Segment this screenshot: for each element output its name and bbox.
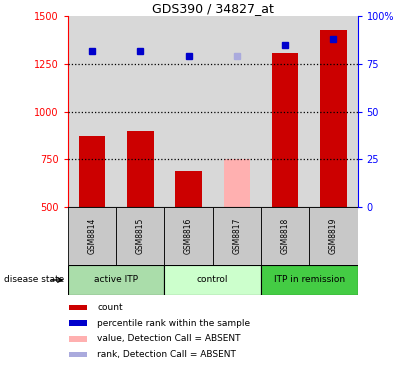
- Title: GDS390 / 34827_at: GDS390 / 34827_at: [152, 2, 274, 15]
- Text: disease state: disease state: [4, 276, 65, 284]
- Bar: [213, 207, 261, 265]
- Bar: [175, 171, 202, 207]
- Bar: [272, 53, 298, 207]
- Bar: [164, 207, 213, 265]
- Text: value, Detection Call = ABSENT: value, Detection Call = ABSENT: [97, 335, 241, 343]
- Bar: [69, 320, 87, 326]
- Bar: [224, 159, 250, 207]
- Bar: [261, 265, 358, 295]
- Text: GSM8814: GSM8814: [88, 218, 97, 254]
- Text: GSM8816: GSM8816: [184, 218, 193, 254]
- Text: ITP in remission: ITP in remission: [274, 276, 345, 284]
- Text: GSM8818: GSM8818: [281, 218, 290, 254]
- Bar: [79, 137, 105, 207]
- Text: rank, Detection Call = ABSENT: rank, Detection Call = ABSENT: [97, 350, 236, 359]
- Text: GSM8815: GSM8815: [136, 218, 145, 254]
- Bar: [69, 305, 87, 310]
- Bar: [320, 30, 347, 207]
- Bar: [309, 207, 358, 265]
- Bar: [69, 336, 87, 342]
- Bar: [261, 207, 309, 265]
- Text: count: count: [97, 303, 123, 312]
- Text: active ITP: active ITP: [94, 276, 138, 284]
- Text: GSM8819: GSM8819: [329, 218, 338, 254]
- Bar: [68, 265, 164, 295]
- Text: control: control: [197, 276, 229, 284]
- Bar: [68, 207, 116, 265]
- Bar: [116, 207, 164, 265]
- Bar: [127, 131, 154, 207]
- Text: GSM8817: GSM8817: [232, 218, 241, 254]
- Bar: [69, 352, 87, 358]
- Text: percentile rank within the sample: percentile rank within the sample: [97, 319, 251, 328]
- Bar: [164, 265, 261, 295]
